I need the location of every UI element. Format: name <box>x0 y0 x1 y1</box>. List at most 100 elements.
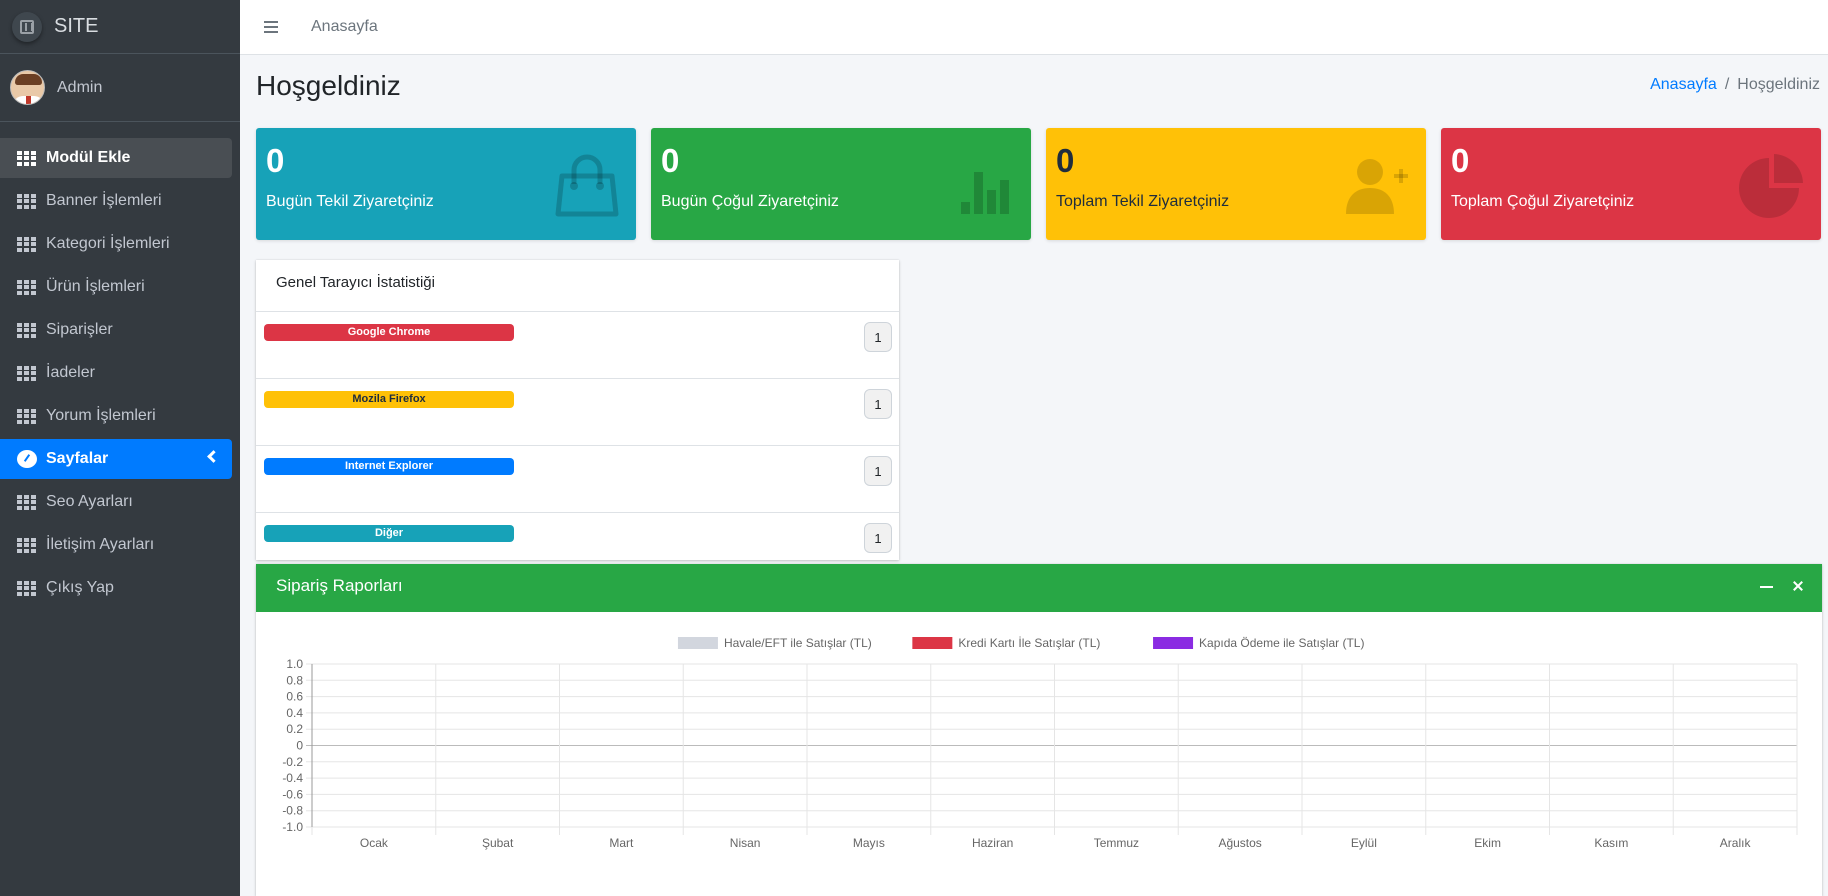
count-badge: 1 <box>864 456 892 486</box>
user-panel[interactable]: Admin <box>0 54 240 122</box>
stat-value: 0 <box>661 142 680 179</box>
sidebar-item-label: Ürün İşlemleri <box>46 278 145 295</box>
x-tick-label: Ekim <box>1474 836 1501 850</box>
sidebar-item-label: Çıkış Yap <box>46 579 114 596</box>
user-name: Admin <box>57 78 103 96</box>
sidebar-item-seo[interactable]: Seo Ayarları <box>0 482 232 522</box>
grid-icon <box>17 580 36 596</box>
y-tick-label: 0 <box>296 739 303 753</box>
y-tick-label: 0.8 <box>286 673 303 687</box>
user-plus-icon <box>1346 159 1408 214</box>
x-tick-label: Ağustos <box>1218 836 1261 850</box>
tachometer-icon <box>17 450 37 468</box>
page-title: Hoşgeldiniz <box>256 70 401 101</box>
x-tick-label: Nisan <box>730 836 761 850</box>
stat-value: 0 <box>1056 142 1075 179</box>
sidebar-item-cikis[interactable]: Çıkış Yap <box>0 568 232 608</box>
sidebar-item-label: Kategori İşlemleri <box>46 235 170 252</box>
sidebar-item-modul-ekle[interactable]: Modül Ekle <box>0 138 232 178</box>
sidebar-item-label: Siparişler <box>46 321 113 338</box>
stat-box-today-total: 0 Bugün Çoğul Ziyaretçiniz <box>651 128 1031 240</box>
y-tick-label: 1.0 <box>286 657 303 671</box>
list-item: Google Chrome 1 <box>256 312 899 379</box>
count-badge: 1 <box>864 389 892 419</box>
grid-icon <box>17 322 36 338</box>
sidebar-item-siparisler[interactable]: Siparişler <box>0 310 232 350</box>
x-tick-label: Şubat <box>482 836 514 850</box>
legend-label: Havale/EFT ile Satışlar (TL) <box>724 636 872 650</box>
sidebar-item-label: Modül Ekle <box>46 149 131 166</box>
y-tick-label: 0.2 <box>286 722 303 736</box>
legend-label: Kredi Kartı İle Satışlar (TL) <box>958 636 1100 650</box>
pie-chart-icon <box>1739 154 1803 218</box>
legend-label: Kapıda Ödeme ile Satışlar (TL) <box>1199 636 1364 650</box>
y-tick-label: -0.8 <box>282 804 303 818</box>
breadcrumb-current: Hoşgeldiniz <box>1737 76 1820 93</box>
stat-box-all-total: 0 Toplam Çoğul Ziyaretçiniz <box>1441 128 1821 240</box>
brand-logo <box>12 11 42 42</box>
x-tick-label: Temmuz <box>1094 836 1139 850</box>
list-item: Internet Explorer 1 <box>256 446 899 513</box>
grid-icon <box>17 150 36 166</box>
brand-link[interactable]: SITE <box>0 0 240 54</box>
legend-swatch <box>1153 637 1194 649</box>
y-tick-label: -1.0 <box>282 820 303 834</box>
grid-icon <box>17 494 36 510</box>
sidebar-item-label: Seo Ayarları <box>46 493 133 510</box>
browser-stats-title: Genel Tarayıcı İstatistiği <box>256 260 899 312</box>
sidebar-item-sayfalar[interactable]: Sayfalar <box>0 439 232 479</box>
grid-icon <box>17 537 36 553</box>
list-item: Diğer 1 <box>256 513 899 560</box>
list-item: Mozila Firefox 1 <box>256 379 899 446</box>
sidebar-item-iletisim[interactable]: İletişim Ayarları <box>0 525 232 565</box>
sidebar-item-urun[interactable]: Ürün İşlemleri <box>0 267 232 307</box>
browser-badge: Google Chrome <box>264 324 514 341</box>
count-badge: 1 <box>864 322 892 352</box>
x-tick-label: Aralık <box>1720 836 1752 850</box>
x-tick-label: Ocak <box>360 836 389 850</box>
top-home-link[interactable]: Anasayfa <box>311 18 378 35</box>
x-tick-label: Mart <box>609 836 634 850</box>
sidebar-item-label: Sayfalar <box>46 450 109 467</box>
collapse-button[interactable] <box>1758 578 1774 594</box>
sidebar-item-label: İadeler <box>46 364 95 381</box>
orders-report-card: Sipariş Raporları Havale/EFT ile Satışla… <box>256 564 1822 896</box>
sidebar-item-banner[interactable]: Banner İşlemleri <box>0 181 232 221</box>
browser-badge: Internet Explorer <box>264 458 514 475</box>
stat-value: 0 <box>266 142 285 179</box>
orders-report-header: Sipariş Raporları <box>256 564 1822 612</box>
sidebar-item-yorum[interactable]: Yorum İşlemleri <box>0 396 232 436</box>
chevron-left-icon[interactable] <box>207 450 220 463</box>
stat-value: 0 <box>1451 142 1470 179</box>
hamburger-menu-icon[interactable] <box>264 21 278 33</box>
sidebar-item-label: Banner İşlemleri <box>46 192 162 209</box>
legend-swatch <box>677 637 718 649</box>
count-badge: 1 <box>864 523 892 553</box>
grid-icon <box>17 279 36 295</box>
avatar <box>10 70 45 105</box>
orders-chart: Havale/EFT ile Satışlar (TL) Kredi Kartı … <box>282 636 1798 850</box>
y-tick-label: -0.2 <box>282 755 303 769</box>
sidebar-item-label: Yorum İşlemleri <box>46 407 156 424</box>
orders-report-title: Sipariş Raporları <box>276 576 403 595</box>
top-navbar: Anasayfa <box>240 0 1828 55</box>
x-tick-label: Haziran <box>972 836 1013 850</box>
breadcrumb-home-link[interactable]: Anasayfa <box>1650 76 1717 93</box>
stat-label: Toplam Çoğul Ziyaretçiniz <box>1451 193 1635 210</box>
legend-swatch <box>912 637 953 649</box>
shopping-bag-icon <box>555 154 619 217</box>
x-tick-label: Kasım <box>1594 836 1628 850</box>
brand-name: SITE <box>54 15 99 37</box>
browser-badge: Mozila Firefox <box>264 391 514 408</box>
breadcrumb: Anasayfa / Hoşgeldiniz <box>1650 76 1820 94</box>
sidebar-item-iadeler[interactable]: İadeler <box>0 353 232 393</box>
sidebar-item-kategori[interactable]: Kategori İşlemleri <box>0 224 232 264</box>
stat-label: Toplam Tekil Ziyaretçiniz <box>1056 193 1230 210</box>
grid-icon <box>17 236 36 252</box>
browser-badge: Diğer <box>264 525 514 542</box>
y-tick-label: -0.4 <box>282 771 303 785</box>
sidebar-nav: Modül Ekle Banner İşlemleri Kategori İşl… <box>0 122 240 608</box>
x-tick-label: Eylül <box>1351 836 1377 850</box>
close-button[interactable] <box>1790 578 1806 594</box>
stat-box-all-unique: 0 Toplam Tekil Ziyaretçiniz <box>1046 128 1426 240</box>
